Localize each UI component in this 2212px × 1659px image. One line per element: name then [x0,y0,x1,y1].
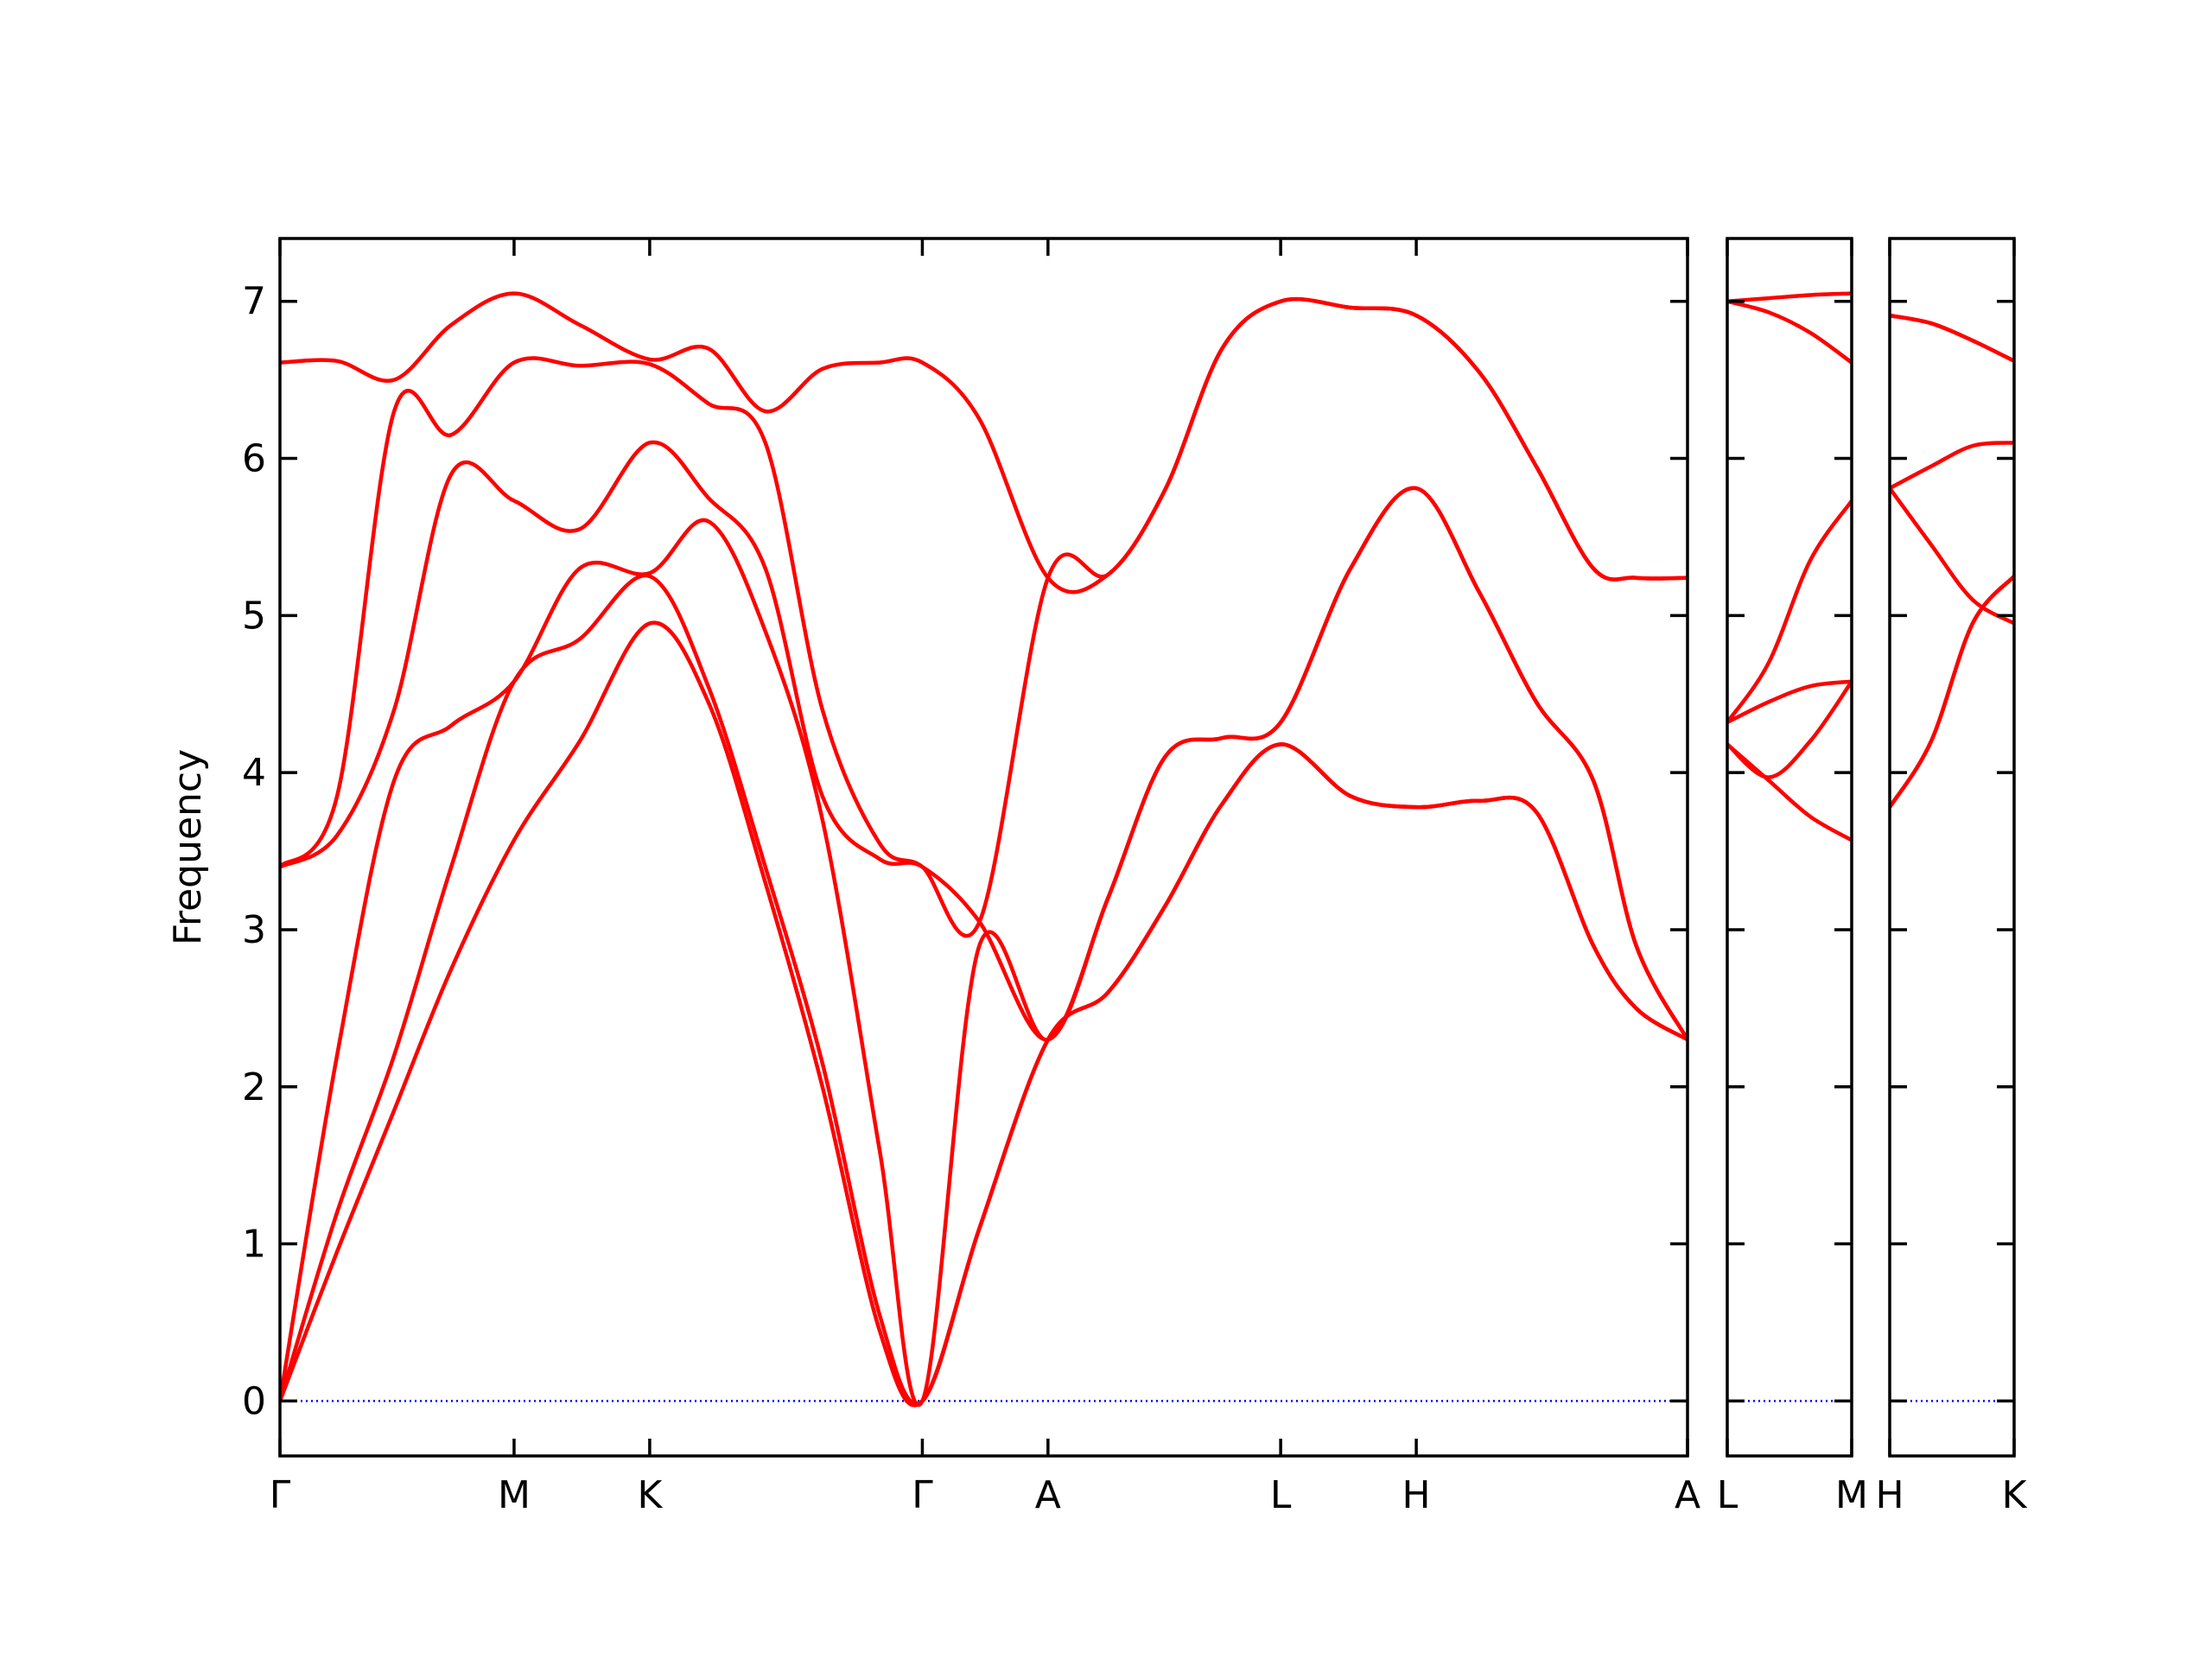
band-line [1727,679,1852,724]
band-line [1727,680,1852,779]
plot-area [1727,291,1852,1402]
band-line [1727,742,1852,842]
axes-frame [1888,237,2016,1458]
band-line [280,291,1688,594]
y-tick-label: 1 [242,1223,266,1267]
band-line [1727,499,1852,724]
band-line [280,296,1688,938]
band-line [1890,313,2014,363]
x-tick-label: L [1270,1473,1292,1517]
plot-area [280,291,1688,1408]
y-tick-label: 2 [242,1065,266,1109]
x-tick-label: M [498,1473,531,1517]
axes-frame [1726,237,1853,1458]
y-tick-label: 5 [242,594,266,638]
band-line [280,440,1688,1042]
y-axis-label: Frequency [166,749,210,945]
band-line [280,486,1688,1408]
x-tick-label: A [1035,1473,1061,1517]
x-tick-label: L [1717,1473,1738,1517]
x-tick-label: K [637,1473,663,1517]
y-tick-label: 7 [242,280,266,324]
x-tick-label: M [1835,1473,1868,1517]
x-tick-label: Γ [912,1473,933,1517]
y-tick-label: 6 [242,437,266,481]
band-line [280,573,1688,1406]
x-tick-label: Γ [270,1473,291,1517]
x-tick-label: K [2002,1473,2028,1517]
band-line [1890,575,2014,809]
band-line [1727,299,1852,365]
axes-frame [278,237,1689,1458]
band-line [1890,486,2014,626]
x-tick-label: H [1402,1473,1431,1517]
x-tick-label: A [1675,1473,1700,1517]
band-line [1890,441,2014,491]
plot-area [1890,313,2014,1402]
band-line [1890,313,2014,363]
y-tick-label: 4 [242,751,266,795]
x-tick-label: H [1875,1473,1904,1517]
band-line [1727,291,1852,303]
y-tick-label: 0 [242,1379,266,1423]
y-tick-label: 3 [242,908,266,952]
band-line [1890,575,2014,809]
